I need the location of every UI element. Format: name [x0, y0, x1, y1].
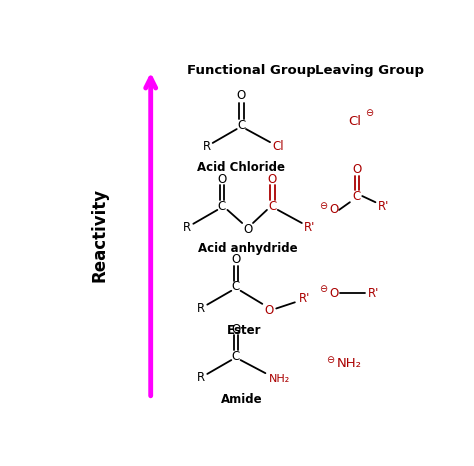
Text: Leaving Group: Leaving Group: [315, 64, 424, 76]
Text: O: O: [243, 223, 252, 236]
Text: O: O: [231, 254, 241, 267]
Text: C: C: [218, 199, 226, 212]
Text: O: O: [264, 303, 274, 316]
Text: C: C: [353, 190, 361, 203]
Text: O: O: [329, 204, 338, 216]
Text: O: O: [237, 89, 246, 103]
Text: NH₂: NH₂: [269, 374, 290, 384]
Text: R: R: [197, 302, 205, 315]
Text: O: O: [231, 323, 241, 336]
Text: R': R': [304, 221, 315, 234]
Text: R: R: [183, 221, 191, 234]
Text: O: O: [352, 164, 362, 176]
Text: Acid anhydride: Acid anhydride: [198, 242, 297, 255]
Text: ⊖: ⊖: [327, 355, 335, 365]
Text: C: C: [232, 281, 240, 294]
Text: Amide: Amide: [221, 393, 263, 406]
Text: Functional Group: Functional Group: [187, 64, 316, 76]
Text: R': R': [377, 199, 389, 212]
Text: Acid Chloride: Acid Chloride: [197, 161, 285, 174]
Text: ⊖: ⊖: [319, 284, 327, 294]
Text: C: C: [268, 199, 276, 212]
Text: R': R': [367, 287, 379, 300]
Text: O: O: [218, 172, 227, 185]
Text: ⊖: ⊖: [319, 201, 327, 211]
Text: Cl: Cl: [273, 140, 284, 153]
Text: R: R: [197, 371, 205, 384]
Text: Ester: Ester: [227, 323, 261, 336]
Text: C: C: [237, 119, 246, 132]
Text: O: O: [329, 287, 338, 300]
Text: Cl: Cl: [348, 115, 361, 128]
Text: R: R: [202, 140, 210, 153]
Text: NH₂: NH₂: [337, 357, 362, 370]
Text: R': R': [299, 292, 310, 305]
Text: O: O: [268, 172, 277, 185]
Text: ⊖: ⊖: [365, 108, 374, 118]
Text: Reactivity: Reactivity: [91, 188, 109, 282]
Text: C: C: [232, 350, 240, 363]
